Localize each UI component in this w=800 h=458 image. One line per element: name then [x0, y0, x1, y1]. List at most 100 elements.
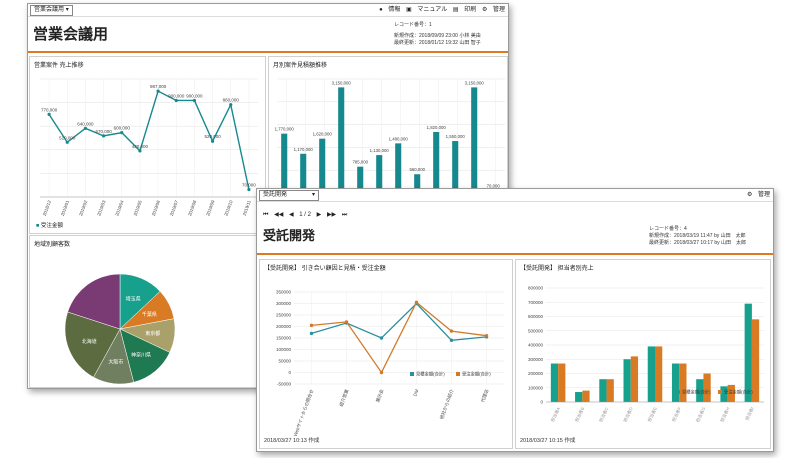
toolbar-print-link[interactable]: ▤ 印刷	[452, 7, 477, 13]
bar	[744, 303, 752, 402]
pager: ⏮ ◀◀ ◀ 1 / 2 ▶ ▶▶ ⏭	[263, 211, 351, 219]
legend-swatch	[410, 372, 414, 376]
estimate-trend-chart: 1,770,000 1,170,000 1,620,000 3,150,000 785,…	[275, 78, 505, 194]
data-point	[309, 331, 314, 336]
record-number: レコード番号：1	[394, 22, 432, 28]
data-point	[449, 329, 454, 333]
toolbar-manual-link[interactable]: ▣ マニュアル	[406, 7, 448, 13]
data-label: 1,480,000	[389, 136, 409, 141]
bar	[655, 346, 663, 402]
bar	[452, 141, 459, 193]
view-select[interactable]: 営業会議用 ▾	[30, 5, 73, 16]
legend-label: 受注金額(合計)	[724, 389, 753, 396]
legend-swatch	[456, 372, 460, 376]
y-tick-label: 0	[540, 400, 543, 405]
toolbar-admin-link[interactable]: ⚙ 管理	[481, 7, 505, 13]
x-tick-label: 2019/02	[78, 199, 88, 216]
y-tick-label: 250000	[276, 313, 292, 318]
toolbar-admin-link[interactable]: ⚙ 管理	[746, 192, 770, 198]
first-page-button[interactable]: ⏮	[263, 212, 269, 218]
legend-swatch	[718, 390, 722, 394]
x-tick-label: 2019/11	[242, 199, 252, 216]
x-tick-label: 担当者B	[573, 406, 586, 423]
toolbar-links: ⚙ 管理	[743, 190, 770, 200]
y-tick-label: 300000	[276, 301, 292, 306]
info-label: 情報	[388, 7, 401, 13]
bar	[599, 379, 607, 402]
data-label: 430,000	[132, 144, 149, 149]
page-indicator: 1 / 2	[299, 212, 311, 218]
slice-label: 東京都	[145, 330, 160, 337]
bar	[703, 373, 711, 402]
x-tick-label: 担当者C	[597, 406, 610, 423]
bar	[471, 87, 478, 193]
y-tick-label: 500000	[528, 328, 544, 333]
last-page-button[interactable]: ⏭	[341, 212, 348, 218]
next-fast-button[interactable]: ▶▶	[326, 212, 337, 218]
data-point	[192, 98, 197, 103]
updated-info: 最終更新：2018/03/27 10:17 by 山田 太郎	[649, 240, 746, 246]
inquiry-amount-chart: 350000 300000 250000 200000 150000 100000 5000…	[276, 290, 504, 437]
data-label: 520,000	[204, 134, 221, 139]
prev-page-button[interactable]: ◀	[288, 212, 294, 218]
bar	[281, 133, 288, 193]
x-tick-label: 2019/05	[133, 199, 143, 216]
x-tick-label: 担当者I	[743, 406, 755, 422]
print-label: 印刷	[464, 7, 477, 13]
created-info: 新規作成：2018/09/09 23:00 小林 美由	[394, 33, 481, 39]
data-point	[120, 131, 124, 135]
data-point	[101, 134, 106, 138]
x-tick-label: 2019/10	[223, 199, 233, 216]
data-label: 3,150,000	[465, 80, 485, 85]
created-footnote: 2018/03/27 10:15 作成	[520, 438, 576, 444]
toolbar-links: ● 情報 ▣ マニュアル ▤ 印刷 ⚙ 管理	[375, 5, 505, 15]
prev-fast-button[interactable]: ◀◀	[274, 212, 284, 218]
data-label: 640,000	[77, 121, 94, 126]
data-label: 1,820,000	[427, 125, 447, 130]
x-tick-label: 2019/08	[187, 199, 197, 216]
panel-title: 【受託開発】 引き合い顧因と見積・受注金額	[264, 266, 386, 272]
legend-label: 見積金額(合計)	[682, 389, 711, 396]
y-tick-label: 300000	[528, 357, 544, 362]
bar	[630, 356, 639, 402]
page-title: 受託開発	[263, 228, 316, 243]
bar	[751, 319, 760, 402]
region-customers-panel: 地域別顧客数 埼玉県 千葉県 東京都 神奈川県 大阪市 北海道	[29, 235, 266, 388]
x-tick-label: 紹介営業	[338, 388, 351, 408]
view-select-label: 営業会議用	[34, 7, 65, 13]
bar	[558, 363, 566, 402]
data-label: 1,130,000	[370, 148, 390, 153]
data-label: 900,000	[186, 93, 203, 98]
admin-label: 管理	[492, 7, 505, 13]
y-tick-label: 100000	[528, 385, 544, 390]
view-select[interactable]: 受託開発 ▾	[259, 190, 319, 201]
bar	[727, 384, 735, 402]
data-point	[247, 187, 251, 192]
updated-info: 最終更新：2018/01/12 19:32 山田 智子	[394, 40, 481, 46]
data-label: 987,000	[150, 84, 167, 89]
x-tick-label: 2019/09	[205, 199, 215, 216]
record-meta: レコード番号：4 新規作成：2018/03/19 11:47 by 山田 太郎 …	[649, 226, 746, 247]
bar	[550, 363, 559, 402]
y-tick-label: 800000	[528, 286, 544, 291]
record-meta: レコード番号：1 新規作成：2018/09/09 23:00 小林 美由 最終更…	[394, 22, 481, 47]
x-tick-label: 担当者A	[549, 406, 562, 423]
record-number: レコード番号：4	[649, 226, 687, 232]
x-tick-label: 担当者G	[694, 405, 707, 423]
bar	[671, 363, 680, 402]
next-page-button[interactable]: ▶	[316, 212, 322, 218]
panel-title: 月別案件見積額推移	[273, 63, 328, 69]
x-tick-label: 2019/06	[151, 199, 161, 216]
y-tick-label: 50000	[278, 359, 291, 364]
toolbar: 営業会議用 ▾ ● 情報 ▣ マニュアル ▤ 印刷 ⚙ 管理	[28, 4, 508, 17]
legend-swatch: ■	[36, 223, 40, 229]
toolbar-info-link[interactable]: ● 情報	[379, 7, 401, 13]
data-point	[309, 323, 314, 328]
y-tick-label: 0	[288, 370, 291, 375]
x-tick-label: 担当者D	[621, 406, 634, 423]
staff-sales-panel: 【受託開発】 担当者別売上 800000 700000 600000 500000 40…	[515, 259, 771, 449]
slice-label: 千葉県	[142, 311, 157, 318]
data-label: 1,620,000	[313, 132, 333, 137]
x-tick-label: 2019/03	[96, 199, 106, 216]
